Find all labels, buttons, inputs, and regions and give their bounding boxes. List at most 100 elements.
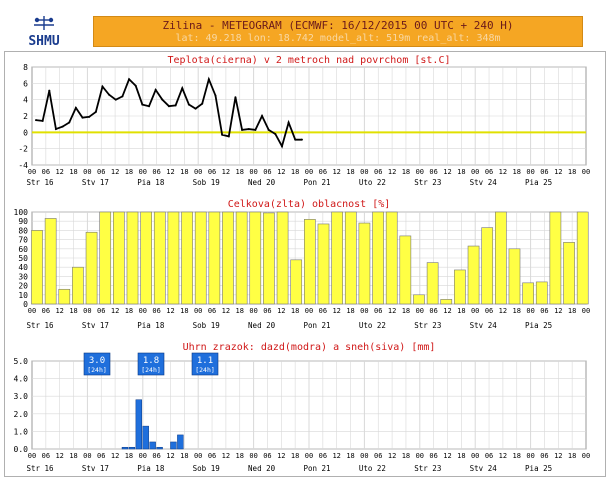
x-hour-0-29: 06 [429,168,437,176]
cloud-bar-22 [331,211,343,305]
x-hour-1-31: 18 [457,307,465,315]
cloud-bar-10 [167,211,180,305]
temperature-point-7 [81,116,84,119]
x-hour-0-25: 06 [374,168,382,176]
daily-total-badge-2 [191,352,219,376]
x-hour-2-29: 06 [429,452,437,460]
x-hour-1-1: 06 [42,307,50,315]
x-hour-0-19: 18 [291,168,299,176]
x-hour-2-9: 06 [152,452,160,460]
x-hour-2-3: 18 [69,452,77,460]
cloud-bar-15 [235,211,248,305]
temperature-point-15 [134,84,137,87]
cloud-bar-18 [276,211,289,305]
temperature-point-38 [287,121,290,124]
cloud-bar-28 [413,294,425,305]
cloud-bar-12 [194,211,207,305]
shmu-logo-mark: SHMU [28,16,60,49]
temperature-point-26 [207,78,210,81]
temperature-point-11 [108,93,111,96]
x-day-0-2: Pia 18 [137,178,165,187]
cloud-bar-2 [58,288,71,305]
cloud-bar-33 [481,227,494,305]
x-hour-1-32: 00 [471,307,479,315]
temperature-point-31 [241,128,244,131]
x-day-2-9: Pia 25 [525,464,552,473]
x-hour-1-30: 12 [443,307,451,315]
cloud-bar-8 [140,211,152,305]
cloud-bar-27 [399,235,412,305]
x-hour-0-12: 00 [194,168,202,176]
temperature-point-16 [141,103,144,106]
x-hour-0-31: 18 [457,168,465,176]
x-hour-2-18: 12 [277,452,285,460]
x-hour-2-25: 06 [374,452,382,460]
x-day-1-7: Str 23 [414,321,441,330]
x-day-0-9: Pia 25 [525,178,552,187]
x-hour-1-22: 12 [332,307,340,315]
x-day-2-0: Str 16 [26,464,54,473]
precip-bar-5 [156,446,163,450]
x-hour-1-21: 06 [319,307,327,315]
temperature-point-29 [227,135,230,138]
y-tick-0-6: -4 [18,161,28,170]
y-tick-1-10: 0 [23,300,28,309]
cloud-bar-6 [113,211,125,305]
x-hour-1-14: 12 [222,307,230,315]
x-hour-1-3: 18 [69,307,77,315]
x-hour-2-22: 12 [332,452,340,460]
x-hour-2-33: 06 [485,452,493,460]
x-hour-0-10: 12 [166,168,174,176]
x-hour-1-10: 12 [166,307,174,315]
x-day-0-4: Ned 20 [248,178,276,187]
x-hour-0-17: 06 [263,168,271,176]
daily-total-period-2: [24h] [195,366,215,374]
x-hour-2-1: 06 [42,452,50,460]
y-tick-0-2: 4 [23,96,28,105]
cloud-bar-26 [385,211,398,305]
x-hour-1-11: 18 [180,307,188,315]
temperature-point-32 [247,128,250,131]
temperature-point-13 [121,95,124,98]
logo-text: SHMU [28,34,59,49]
x-hour-2-11: 18 [180,452,188,460]
y-tick-2-2: 3.0 [14,392,29,401]
charts-frame [4,51,606,477]
y-tick-1-0: 100 [14,208,29,217]
x-hour-0-11: 18 [180,168,188,176]
temperature-point-5 [68,121,71,124]
x-hour-1-35: 18 [513,307,521,315]
x-hour-2-19: 18 [291,452,299,460]
cloud-bar-11 [181,211,193,305]
y-tick-1-7: 30 [18,272,28,281]
x-hour-0-21: 06 [319,168,327,176]
x-hour-0-7: 18 [125,168,133,176]
x-hour-1-20: 00 [305,307,313,315]
x-hour-2-21: 06 [319,452,327,460]
cloud-bar-37 [535,281,548,305]
daily-total-badge-1 [137,352,165,376]
x-hour-2-17: 06 [263,452,271,460]
x-hour-0-18: 12 [277,168,285,176]
x-hour-0-2: 12 [55,168,63,176]
x-hour-1-8: 00 [139,307,147,315]
x-hour-2-31: 18 [457,452,465,460]
x-hour-0-39: 18 [568,168,576,176]
x-hour-2-15: 18 [236,452,244,460]
y-tick-2-5: 0.0 [14,445,29,454]
temperature-point-17 [148,105,151,108]
temperature-point-9 [94,110,97,113]
x-hour-1-7: 18 [125,307,133,315]
meteogram-header: Zilina - METEOGRAM (ECMWF: 16/12/2015 00… [93,16,583,47]
x-day-1-1: Stv 17 [82,321,109,330]
y-tick-0-0: 8 [23,63,28,72]
x-hour-0-16: 00 [249,168,257,176]
x-hour-1-2: 12 [55,307,63,315]
chart-title-0: Teplota(cierna) v 2 metroch nad povrchom… [168,55,451,66]
precip-bar-8 [177,434,184,450]
x-hour-1-17: 06 [263,307,271,315]
x-hour-1-18: 12 [277,307,285,315]
x-hour-1-19: 18 [291,307,299,315]
cloud-bar-35 [508,248,521,305]
x-hour-1-12: 00 [194,307,202,315]
